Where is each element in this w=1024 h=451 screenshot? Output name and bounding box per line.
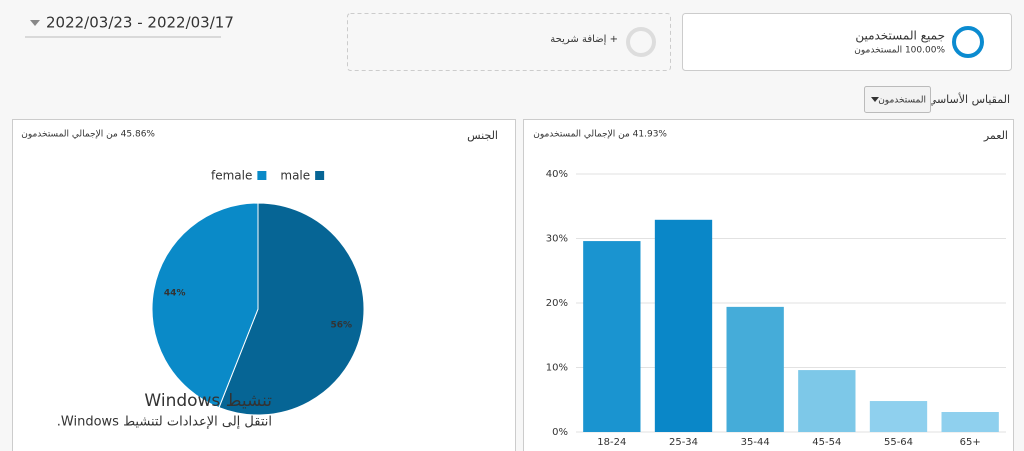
- y-tick-label: 30%: [546, 234, 568, 245]
- legend-label: male: [280, 169, 310, 183]
- x-tick-label: 18-24: [597, 437, 626, 448]
- slice-label: 44%: [164, 289, 186, 299]
- legend-label: female: [211, 169, 252, 183]
- x-tick-label: 65+: [960, 437, 981, 448]
- metric-caret: [871, 97, 879, 102]
- legend-swatch: [257, 171, 267, 180]
- date-caret[interactable]: [30, 20, 40, 26]
- metric-dropdown[interactable]: [864, 86, 931, 113]
- bar: [798, 370, 856, 432]
- panel-summary: 41.93% من الإجمالي المستخدمون: [533, 130, 667, 140]
- segment-detail: 100.00% المستخدمون: [854, 46, 945, 56]
- panel-summary: 45.86% من الإجمالي المستخدمون: [21, 130, 155, 140]
- y-tick-label: 20%: [546, 298, 568, 309]
- x-tick-label: 55-64: [884, 437, 913, 448]
- add-segment-box[interactable]: [347, 13, 671, 71]
- segment-name: جميع المستخدمين: [855, 29, 945, 44]
- legend-swatch: [315, 171, 325, 180]
- slice-label: 56%: [331, 320, 353, 330]
- bar: [726, 306, 784, 432]
- metric-selected[interactable]: المستخدمون: [878, 96, 926, 106]
- metric-label: المقياس الأساسي:: [924, 92, 1010, 106]
- panel-title[interactable]: الجنس: [467, 129, 498, 142]
- segment-box[interactable]: [682, 13, 1012, 71]
- watermark-title: تنشيط Windows: [144, 391, 272, 411]
- x-tick-label: 25-34: [669, 437, 698, 448]
- date-range[interactable]: 2022/03/23 - 2022/03/17: [46, 14, 234, 32]
- bar: [941, 412, 999, 432]
- add-segment-ring: [626, 27, 656, 57]
- y-tick-label: 40%: [546, 169, 568, 180]
- bar: [654, 219, 713, 432]
- x-tick-label: 45-54: [812, 437, 841, 448]
- pie-slice: [218, 202, 365, 416]
- charts: female male 56% 44% 0% 10% 20% 30% 40% 18-24 25-34…: [151, 169, 1006, 448]
- watermark-text: انتقل إلى الإعدادات لتنشيط Windows.: [57, 415, 272, 430]
- panel-title[interactable]: العمر: [983, 129, 1008, 142]
- add-segment[interactable]: + إضافة شريحة: [550, 34, 618, 45]
- bar: [583, 241, 641, 432]
- y-tick-label: 10%: [546, 363, 568, 374]
- bar: [869, 401, 928, 432]
- x-tick-label: 35-44: [741, 437, 770, 448]
- y-tick-label: 0%: [552, 427, 568, 438]
- pie-slice: [151, 202, 259, 409]
- segment-ring: [952, 26, 984, 58]
